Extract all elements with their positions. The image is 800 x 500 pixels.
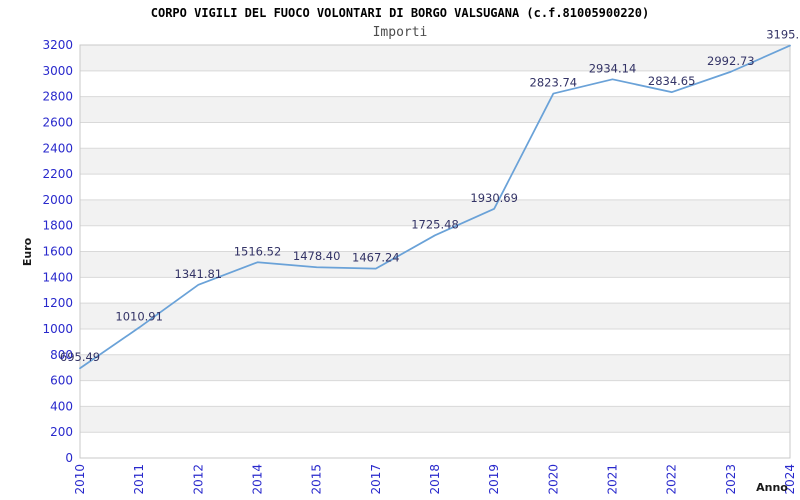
x-tick-label: 2021 xyxy=(606,464,620,495)
data-point-label: 695.49 xyxy=(60,350,100,364)
x-tick-label: 2022 xyxy=(665,464,679,495)
data-point-label: 1516.52 xyxy=(234,244,282,258)
y-tick-label: 1800 xyxy=(42,219,73,233)
y-tick-label: 1200 xyxy=(42,296,73,310)
plot-band xyxy=(80,96,790,123)
x-tick-label: 2014 xyxy=(251,464,265,495)
x-axis-title: Anno xyxy=(756,481,788,494)
y-tick-label: 1400 xyxy=(42,270,73,284)
plot-band xyxy=(80,251,790,278)
data-point-label: 2992.73 xyxy=(707,54,755,68)
y-tick-label: 2600 xyxy=(42,115,73,129)
x-tick-label: 2012 xyxy=(191,464,205,495)
plot-border xyxy=(79,44,791,459)
plot-band xyxy=(80,354,790,381)
y-tick-label: 800 xyxy=(50,348,73,362)
plot-band xyxy=(80,406,790,433)
x-tick-label: 2010 xyxy=(73,464,87,495)
y-tick-label: 2200 xyxy=(42,167,73,181)
x-tick-label: 2024 xyxy=(783,464,797,495)
y-tick-label: 1600 xyxy=(42,245,73,259)
data-point-label: 1467.24 xyxy=(352,251,400,265)
y-axis-title: Euro xyxy=(21,237,34,266)
y-tick-label: 1000 xyxy=(42,322,73,336)
data-point-label: 1010.91 xyxy=(115,310,163,324)
y-tick-label: 2400 xyxy=(42,141,73,155)
y-tick-label: 600 xyxy=(50,374,73,388)
plot-band xyxy=(80,148,790,175)
data-point-label: 1725.48 xyxy=(411,217,459,231)
y-tick-label: 3000 xyxy=(42,64,73,78)
x-tick-label: 2019 xyxy=(487,464,501,495)
y-tick-label: 2800 xyxy=(42,90,73,104)
y-tick-label: 400 xyxy=(50,399,73,413)
data-point-label: 1341.81 xyxy=(175,267,223,281)
y-tick-label: 0 xyxy=(65,451,73,465)
data-point-label: 1478.40 xyxy=(293,249,341,263)
plot-band xyxy=(80,199,790,226)
x-tick-label: 2023 xyxy=(724,464,738,495)
data-point-label: 1930.69 xyxy=(470,191,518,205)
data-point-label: 2834.65 xyxy=(648,74,696,88)
data-point-label: 2823.74 xyxy=(530,76,578,90)
chart-title: CORPO VIGILI DEL FUOCO VOLONTARI DI BORG… xyxy=(150,6,650,20)
data-point-label: 2934.14 xyxy=(589,61,637,75)
plot-band xyxy=(80,45,790,71)
x-tick-label: 2018 xyxy=(428,464,442,495)
y-tick-label: 3200 xyxy=(42,38,73,52)
plot-band xyxy=(80,303,790,329)
x-tick-label: 2020 xyxy=(546,464,560,495)
x-tick-label: 2015 xyxy=(310,464,324,495)
y-tick-label: 200 xyxy=(50,425,73,439)
y-tick-label: 2000 xyxy=(42,193,73,207)
data-point-label: 3195.33 xyxy=(766,28,800,42)
data-line xyxy=(79,44,791,370)
chart-subtitle: Importi xyxy=(372,25,428,40)
x-tick-label: 2017 xyxy=(369,464,383,495)
x-tick-label: 2011 xyxy=(132,464,146,495)
